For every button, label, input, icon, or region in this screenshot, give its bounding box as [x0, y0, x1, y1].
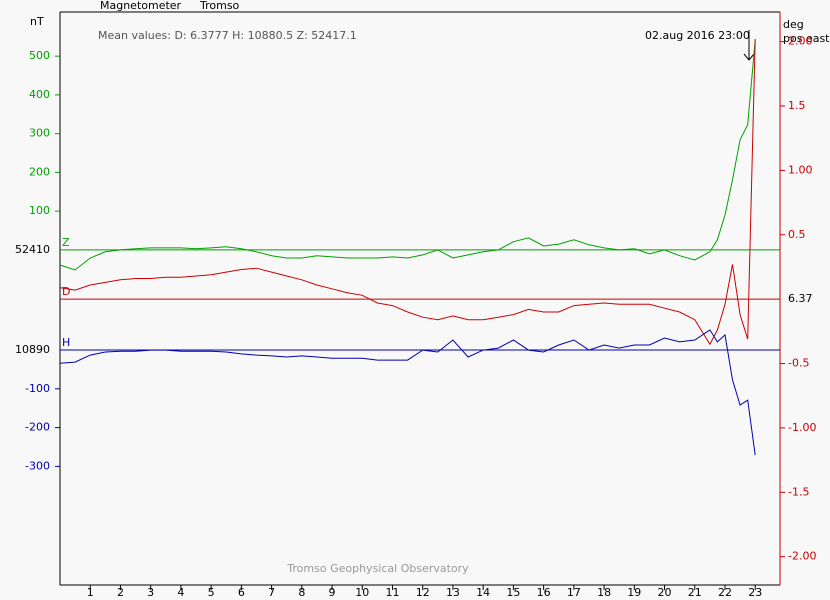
y-tick-label: -2.00 — [788, 550, 816, 563]
y-tick-label: -200 — [25, 421, 50, 434]
series-line — [59, 329, 756, 456]
x-tick-label: 23 — [748, 586, 762, 599]
x-tick-label: 22 — [718, 586, 732, 599]
x-tick-label: 15 — [506, 586, 520, 599]
y-tick-label: 6.37 — [788, 292, 813, 305]
series-label: D — [62, 285, 70, 298]
x-tick-label: 2 — [117, 586, 124, 599]
y-tick-label: -100 — [25, 382, 50, 395]
x-tick-label: 8 — [298, 586, 305, 599]
y-tick-label: -300 — [25, 459, 50, 472]
x-tick-label: 5 — [208, 586, 215, 599]
y-tick-label: 200 — [29, 165, 50, 178]
x-tick-label: 16 — [537, 586, 551, 599]
x-tick-label: 10 — [355, 586, 369, 599]
series-label: Z — [62, 236, 70, 249]
x-tick-label: 7 — [268, 586, 275, 599]
x-tick-label: 17 — [567, 586, 581, 599]
time-arrow — [743, 30, 755, 61]
series-line — [59, 39, 756, 271]
y-tick-label: 100 — [29, 204, 50, 217]
y-tick-label: 1.5 — [788, 99, 806, 112]
y2-axis-label: deg — [783, 18, 804, 31]
y-tick-label: 0.5 — [788, 228, 806, 241]
y-tick-label: -0.5 — [788, 357, 809, 370]
x-tick-label: 1 — [87, 586, 94, 599]
x-tick-label: 20 — [658, 586, 672, 599]
y2-axis-sublabel: pos east — [783, 32, 830, 45]
x-tick-label: 21 — [688, 586, 702, 599]
x-tick-label: 12 — [416, 586, 430, 599]
y-tick-label: 300 — [29, 127, 50, 140]
x-tick-label: 11 — [385, 586, 399, 599]
x-tick-label: 19 — [627, 586, 641, 599]
y-tick-label: -1.00 — [788, 421, 816, 434]
x-tick-label: 14 — [476, 586, 490, 599]
series-line — [59, 38, 756, 346]
x-tick-label: 13 — [446, 586, 460, 599]
chart-subtitle: Tromso — [199, 0, 240, 12]
x-tick-label: 18 — [597, 586, 611, 599]
x-tick-label: 6 — [238, 586, 245, 599]
y-tick-label: 500 — [29, 49, 50, 62]
x-tick-label: 3 — [147, 586, 154, 599]
y-tick-label: -1.5 — [788, 485, 809, 498]
mean-values: Mean values: D: 6.3777 H: 10880.5 Z: 524… — [98, 29, 357, 42]
timestamp: 02.aug 2016 23:00 — [645, 29, 750, 42]
x-tick-label: 9 — [329, 586, 336, 599]
y-tick-label: 1.00 — [788, 163, 813, 176]
y-tick-label: 400 — [29, 88, 50, 101]
y-tick-label: 2.00 — [788, 35, 813, 48]
x-tick-label: 4 — [177, 586, 184, 599]
footer: Tromso Geophysical Observatory — [286, 562, 469, 575]
y-tick-label: 52410 — [15, 243, 50, 256]
chart-title: Magnetometer — [100, 0, 182, 12]
y-tick-label: 10890 — [15, 343, 50, 356]
series-label: H — [62, 336, 70, 349]
y-axis-label: nT — [30, 15, 44, 28]
